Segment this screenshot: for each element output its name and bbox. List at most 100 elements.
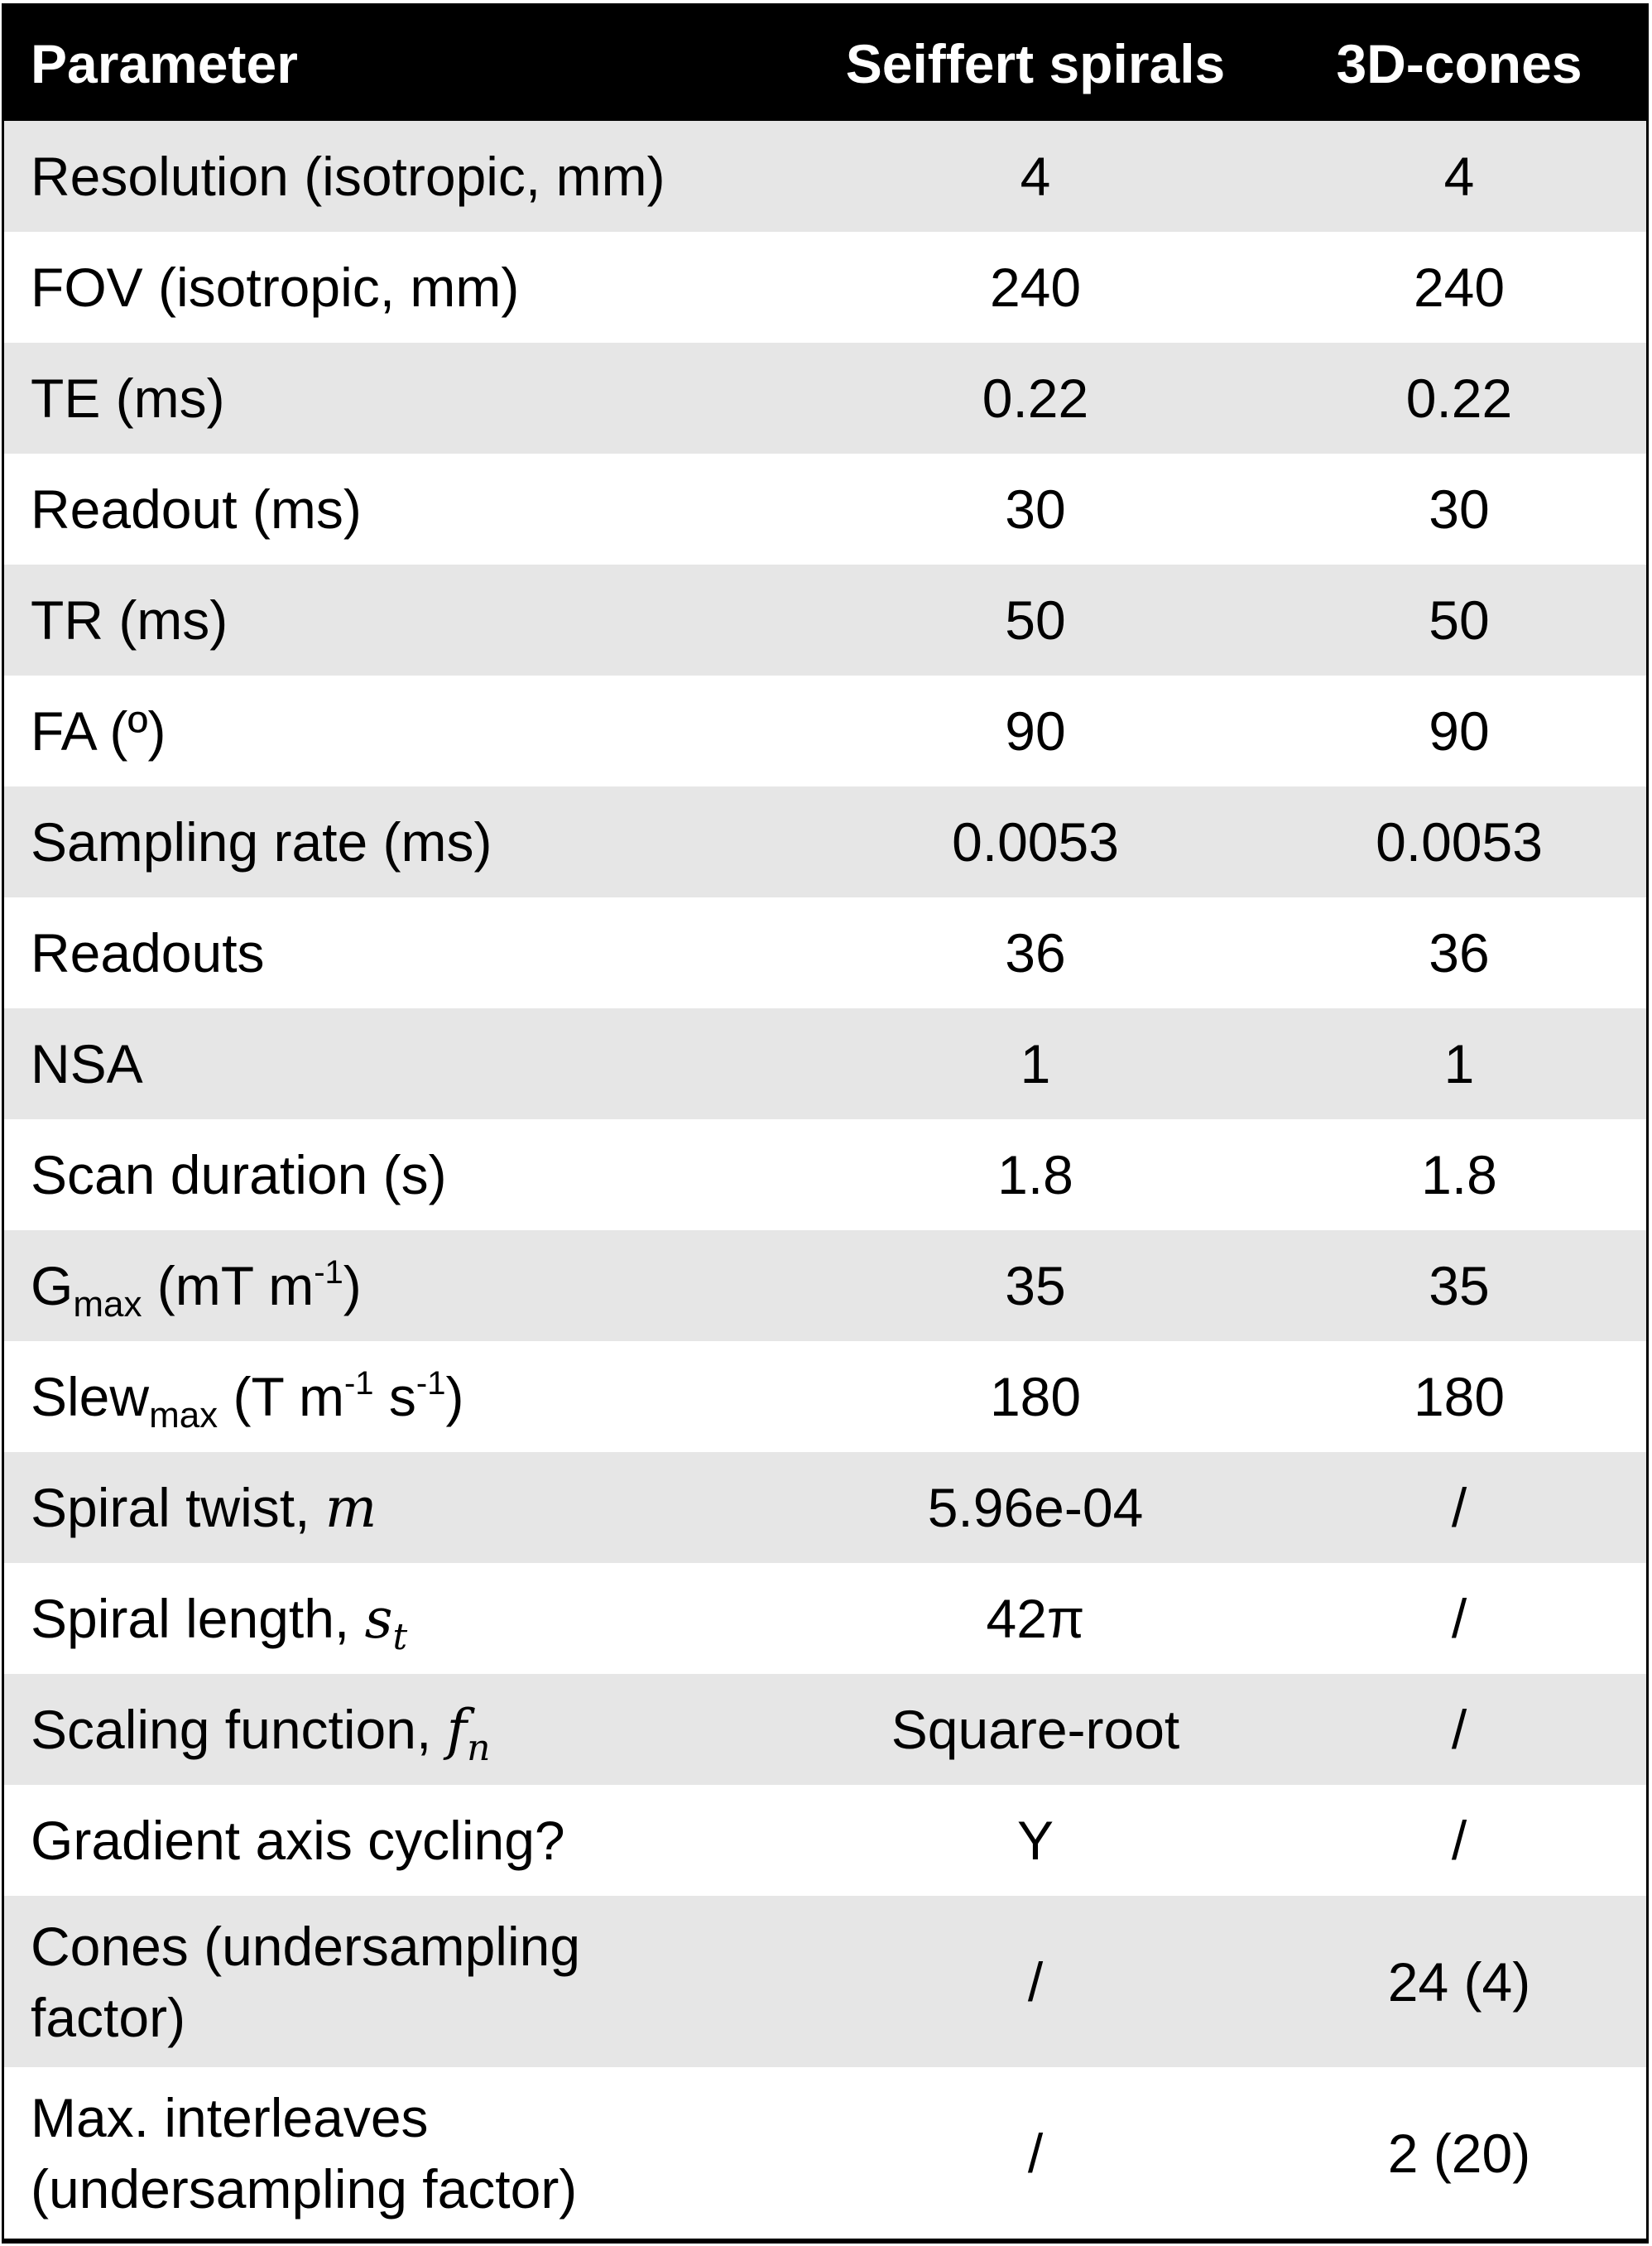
label-segment: Scaling function,: [31, 1698, 447, 1760]
3d-cones-value: 36: [1429, 922, 1490, 984]
3d-cones-value: 0.0053: [1376, 811, 1543, 873]
table-row: Resolution (isotropic, mm) 4 4: [4, 121, 1646, 232]
label-segment: max: [149, 1395, 219, 1436]
seiffert-spirals-value: 0.0053: [952, 811, 1119, 873]
3d-cones-value: 50: [1429, 589, 1490, 651]
parameter-label: TR (ms): [4, 584, 799, 656]
label-segment: Spiral length,: [31, 1587, 365, 1649]
table-row: Spiral twist, m 5.96e-04 /: [4, 1452, 1646, 1563]
table-row: Readouts 36 36: [4, 897, 1646, 1008]
3d-cones-value: 1.8: [1421, 1144, 1497, 1205]
label-segment: Readouts: [31, 922, 265, 984]
label-segment: Sampling rate (ms): [31, 811, 492, 873]
3d-cones-value: /: [1451, 1810, 1467, 1871]
label-segment: NSA: [31, 1033, 143, 1094]
seiffert-spirals-value: 0.22: [982, 368, 1089, 429]
parameter-label: Max. interleaves (undersampling factor): [4, 2082, 799, 2224]
label-segment: ): [343, 1255, 362, 1316]
3d-cones-value: 240: [1413, 257, 1506, 318]
label-segment: TE (ms): [31, 368, 225, 429]
label-segment: -1: [343, 1365, 374, 1402]
label-segment: Scan duration (s): [31, 1144, 447, 1205]
seiffert-spirals-value: 50: [1005, 589, 1066, 651]
label-segment: s: [373, 1366, 416, 1427]
label-segment: G: [31, 1255, 74, 1316]
label-segment: Cones (undersampling: [31, 1915, 581, 1977]
label-segment: n: [467, 1726, 491, 1769]
label-segment: Gradient axis cycling?: [31, 1810, 565, 1871]
header-3d-cones: 3D-cones: [1336, 32, 1582, 94]
seiffert-spirals-value: 42π: [986, 1588, 1085, 1649]
3d-cones-value: 180: [1413, 1366, 1506, 1427]
label-segment: s: [364, 1586, 393, 1651]
label-segment: FA (º): [31, 700, 166, 762]
3d-cones-value: /: [1451, 1588, 1467, 1649]
label-segment: factor): [31, 1986, 186, 2048]
parameter-label: Scan duration (s): [4, 1139, 799, 1210]
table-row: Scaling function, fn Square-root /: [4, 1674, 1646, 1785]
label-segment: Spiral twist,: [31, 1476, 325, 1538]
table-body: Resolution (isotropic, mm) 4 4 FOV (isotrop…: [4, 121, 1646, 2239]
parameter-label: Readout (ms): [4, 474, 799, 545]
seiffert-spirals-value: 5.96e-04: [927, 1477, 1144, 1538]
parameter-label: Readouts: [4, 917, 799, 988]
seiffert-spirals-value: Y: [1016, 1810, 1054, 1871]
seiffert-spirals-value: Square-root: [891, 1699, 1180, 1760]
3d-cones-value: 24 (4): [1387, 1950, 1531, 2013]
parameter-label: Cones (undersampling factor): [4, 1911, 799, 2053]
label-segment: Max. interleaves: [31, 2086, 429, 2148]
parameter-label: FOV (isotropic, mm): [4, 252, 799, 323]
parameter-label: Scaling function, fn: [4, 1694, 799, 1769]
parameter-label: Sampling rate (ms): [4, 806, 799, 878]
3d-cones-value: 2 (20): [1387, 2122, 1531, 2184]
seiffert-spirals-value: 180: [989, 1366, 1082, 1427]
label-segment: (mT m: [142, 1255, 315, 1316]
parameter-label: TE (ms): [4, 363, 799, 434]
table-row: TR (ms) 50 50: [4, 565, 1646, 676]
label-segment: f: [446, 1697, 468, 1762]
table-row: Spiral length, st 42π /: [4, 1563, 1646, 1674]
3d-cones-value: /: [1451, 1477, 1467, 1538]
3d-cones-value: 4: [1443, 146, 1475, 207]
table-header-row: Parameter Seiffert spirals 3D-cones: [4, 6, 1646, 121]
table-row: Sampling rate (ms) 0.0053 0.0053: [4, 786, 1646, 897]
label-segment: FOV (isotropic, mm): [31, 257, 520, 318]
label-segment: TR (ms): [31, 589, 228, 651]
parameter-label: Slewmax (T m-1 s-1): [4, 1361, 799, 1434]
table-row: Slewmax (T m-1 s-1) 180 180: [4, 1341, 1646, 1452]
seiffert-spirals-value: 30: [1005, 479, 1066, 540]
header-parameter: Parameter: [31, 32, 298, 94]
label-segment: Slew: [31, 1366, 150, 1427]
parameter-label: Resolution (isotropic, mm): [4, 141, 799, 212]
table-row: TE (ms) 0.22 0.22: [4, 343, 1646, 454]
seiffert-spirals-value: 90: [1005, 700, 1066, 762]
table-row: Readout (ms) 30 30: [4, 454, 1646, 565]
seiffert-spirals-value: 240: [989, 257, 1082, 318]
table-row: Gradient axis cycling? Y /: [4, 1785, 1646, 1896]
label-segment: (undersampling factor): [31, 2157, 578, 2220]
label-segment: (T m: [218, 1366, 344, 1427]
label-segment: Resolution (isotropic, mm): [31, 146, 665, 207]
table-row: Scan duration (s) 1.8 1.8: [4, 1119, 1646, 1230]
seiffert-spirals-value: /: [1027, 2122, 1044, 2184]
seiffert-spirals-value: 4: [1020, 146, 1051, 207]
parameter-label: NSA: [4, 1028, 799, 1099]
seiffert-spirals-value: /: [1027, 1950, 1044, 2013]
3d-cones-value: 90: [1429, 700, 1490, 762]
parameter-table: Parameter Seiffert spirals 3D-cones Reso…: [2, 3, 1649, 2244]
seiffert-spirals-value: 1.8: [997, 1144, 1073, 1205]
seiffert-spirals-value: 1: [1020, 1033, 1051, 1094]
3d-cones-value: 30: [1429, 479, 1490, 540]
header-seiffert-spirals: Seiffert spirals: [845, 32, 1226, 94]
label-segment: t: [392, 1615, 408, 1658]
parameter-label: Gmax (mT m-1): [4, 1250, 799, 1323]
3d-cones-value: 1: [1443, 1033, 1475, 1094]
table-row: NSA 1 1: [4, 1008, 1646, 1119]
label-segment: m: [324, 1475, 377, 1540]
table-row: Gmax (mT m-1) 35 35: [4, 1230, 1646, 1341]
table-row: Max. interleaves (undersampling factor) / 2…: [4, 2067, 1646, 2239]
table-row: Cones (undersampling factor) / 24 (4): [4, 1896, 1646, 2067]
parameter-label: Spiral twist, m: [4, 1472, 799, 1544]
label-segment: -1: [415, 1365, 446, 1402]
parameter-label: Spiral length, st: [4, 1583, 799, 1658]
